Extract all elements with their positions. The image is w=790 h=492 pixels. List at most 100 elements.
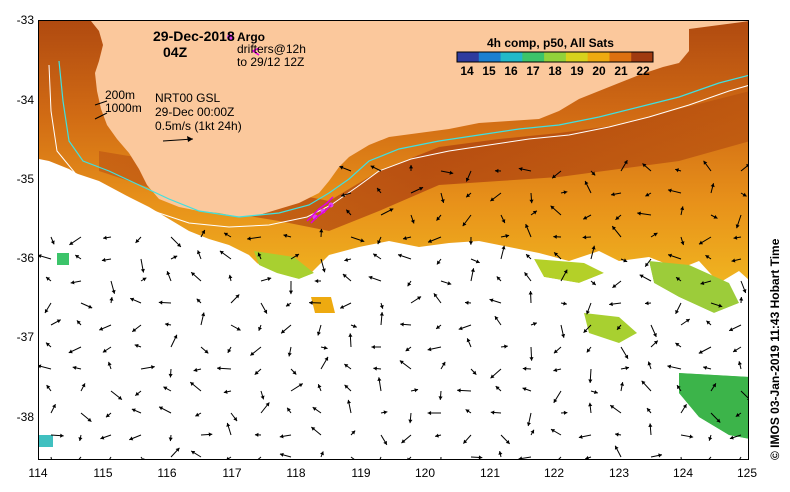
sst-green-patch-2 bbox=[534, 259, 604, 283]
current-vector-head bbox=[436, 260, 441, 265]
colorbar-title: 4h comp, p50, All Sats bbox=[487, 36, 614, 50]
current-vector-head bbox=[645, 192, 650, 197]
current-vector-head bbox=[729, 435, 734, 440]
current-vector-head bbox=[235, 294, 240, 299]
current-vector-head bbox=[168, 437, 173, 442]
current-vector bbox=[708, 456, 712, 459]
current-vector-head bbox=[733, 235, 738, 240]
current-vector-head bbox=[468, 241, 473, 245]
current-vector-head bbox=[321, 268, 326, 273]
current-vector-head bbox=[563, 410, 568, 415]
current-vector-head bbox=[449, 170, 454, 175]
colorbar-tick-label: 20 bbox=[592, 64, 606, 78]
current-vector-head bbox=[700, 281, 705, 286]
current-vector-head bbox=[311, 427, 316, 431]
current-vector-head bbox=[685, 318, 690, 323]
current-vector-head bbox=[615, 432, 619, 437]
current-vector-head bbox=[105, 413, 110, 418]
colorbar-tick-label: 22 bbox=[636, 64, 650, 78]
legend-argo-label: Argo bbox=[237, 30, 265, 44]
current-vector-head bbox=[675, 309, 679, 314]
current-vector-head bbox=[168, 373, 173, 378]
current-vector-head bbox=[373, 366, 377, 371]
current-vector-head bbox=[292, 370, 297, 375]
current-vector-head bbox=[377, 377, 382, 381]
current-vector-head bbox=[130, 297, 135, 302]
colorbar-segment bbox=[478, 52, 502, 62]
current-vector-head bbox=[131, 408, 136, 413]
sst-green-patch-1 bbox=[254, 251, 314, 279]
current-vector-head bbox=[173, 334, 178, 339]
model-label: NRT00 GSL bbox=[155, 91, 221, 105]
current-vector-head bbox=[317, 384, 322, 389]
current-vector-head bbox=[233, 417, 238, 422]
current-vector bbox=[440, 456, 442, 459]
current-vector-head bbox=[466, 193, 471, 198]
colorbar-segment bbox=[565, 52, 589, 62]
current-vector-head bbox=[553, 234, 557, 239]
current-vector-head bbox=[466, 338, 471, 343]
current-vector-head bbox=[254, 370, 259, 375]
current-vector-head bbox=[653, 333, 657, 337]
current-vector-head bbox=[419, 186, 424, 191]
current-vector-head bbox=[611, 192, 615, 197]
current-vector-head bbox=[408, 164, 414, 169]
current-vector-head bbox=[69, 241, 74, 245]
current-vector bbox=[78, 456, 82, 459]
current-vector-head bbox=[267, 277, 272, 281]
current-vector-head bbox=[705, 255, 710, 259]
current-vector-head bbox=[142, 277, 147, 282]
current-vector-head bbox=[427, 347, 432, 352]
current-vector-head bbox=[196, 250, 201, 255]
current-vector bbox=[740, 390, 748, 399]
current-vector-head bbox=[320, 451, 324, 456]
x-tick-label: 122 bbox=[543, 466, 565, 480]
current-vector-head bbox=[87, 417, 92, 422]
current-vector-head bbox=[101, 257, 106, 262]
current-vector-head bbox=[731, 258, 736, 263]
current-vector-head bbox=[201, 230, 205, 235]
current-vector-head bbox=[658, 453, 662, 458]
current-vector-head bbox=[217, 366, 221, 371]
current-vector bbox=[379, 456, 382, 459]
current-vector-head bbox=[615, 215, 620, 220]
current-vector-head bbox=[129, 436, 134, 441]
current-vector-head bbox=[294, 254, 299, 258]
current-vector-head bbox=[645, 262, 649, 267]
current-vector-head bbox=[81, 383, 86, 388]
current-vector-head bbox=[407, 282, 412, 287]
depth-label-200m: 200m bbox=[105, 88, 136, 102]
colorbar-tick-label: 21 bbox=[614, 64, 628, 78]
current-vector-head bbox=[135, 238, 140, 243]
current-vector-head bbox=[436, 325, 441, 329]
current-vector-head bbox=[438, 396, 443, 400]
current-vector-head bbox=[586, 310, 590, 315]
current-vector-head bbox=[625, 366, 630, 371]
current-vector-head bbox=[75, 255, 80, 259]
colorbar-tick-label: 18 bbox=[548, 64, 562, 78]
current-vector-head bbox=[550, 429, 555, 433]
current-vector-head bbox=[257, 252, 262, 257]
current-vector-head bbox=[368, 275, 373, 280]
current-vector-head bbox=[718, 303, 723, 308]
scale-arrow bbox=[162, 136, 194, 142]
current-vector-head bbox=[39, 364, 42, 369]
current-vector bbox=[558, 456, 562, 459]
land-australia bbox=[39, 21, 748, 217]
current-vector-head bbox=[224, 232, 229, 237]
current-vector-head bbox=[703, 365, 708, 370]
map-canvas[interactable]: 14 15 16 17 18 19 20 21 22 bbox=[39, 21, 749, 460]
current-vector-head bbox=[223, 389, 228, 394]
current-vector-head bbox=[100, 435, 105, 440]
current-vector-head bbox=[578, 434, 583, 439]
drifter-tracks[interactable] bbox=[306, 196, 334, 224]
current-vector-head bbox=[190, 382, 195, 386]
current-vector-head bbox=[610, 405, 615, 409]
colorbar-segment bbox=[500, 52, 523, 62]
current-vector-head bbox=[490, 410, 495, 415]
current-vector-head bbox=[465, 409, 470, 414]
y-tick-label: -35 bbox=[16, 172, 34, 186]
current-vector-head bbox=[340, 304, 345, 309]
current-vector-head bbox=[159, 406, 164, 411]
current-vector-head bbox=[561, 333, 566, 338]
